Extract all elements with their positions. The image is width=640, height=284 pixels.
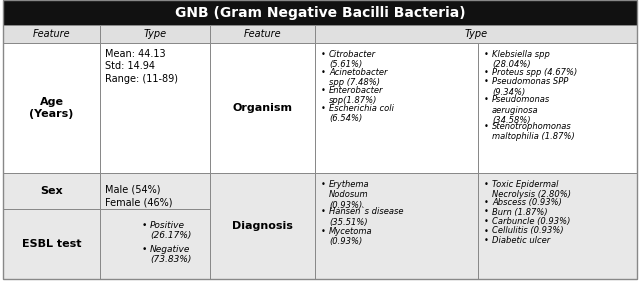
Text: ESBL test: ESBL test <box>22 239 81 249</box>
Text: •: • <box>321 104 326 113</box>
Text: •: • <box>142 245 147 254</box>
Text: •: • <box>321 180 326 189</box>
Text: •: • <box>484 122 489 131</box>
Text: Age
(Years): Age (Years) <box>29 97 74 119</box>
Text: •: • <box>484 217 489 226</box>
Bar <box>3 25 100 43</box>
Text: GNB (Gram Negative Bacilli Bacteria): GNB (Gram Negative Bacilli Bacteria) <box>175 5 465 20</box>
Text: Acinetobacter
spp (7.48%): Acinetobacter spp (7.48%) <box>329 68 387 87</box>
Text: Type: Type <box>465 29 488 39</box>
Bar <box>315 43 478 173</box>
Text: Feature: Feature <box>33 29 70 39</box>
Text: •: • <box>321 227 326 235</box>
Bar <box>3 0 637 25</box>
Bar <box>3 43 100 173</box>
Text: Feature: Feature <box>244 29 282 39</box>
Bar <box>100 25 210 43</box>
Bar <box>100 209 210 279</box>
Bar <box>3 173 100 209</box>
Text: •: • <box>484 95 489 105</box>
Text: Citrobacter
(5.61%): Citrobacter (5.61%) <box>329 50 376 69</box>
Bar <box>100 173 210 209</box>
Text: •: • <box>484 180 489 189</box>
Bar <box>315 173 478 279</box>
Text: •: • <box>142 221 147 230</box>
Text: •: • <box>484 236 489 245</box>
Bar <box>210 25 315 43</box>
Text: Stenotrophomonas
maltophilia (1.87%): Stenotrophomonas maltophilia (1.87%) <box>492 122 575 141</box>
Bar <box>3 209 100 279</box>
Text: •: • <box>484 198 489 207</box>
Text: •: • <box>321 68 326 77</box>
Text: Cellulitis (0.93%): Cellulitis (0.93%) <box>492 227 564 235</box>
Text: Proteus spp (4.67%): Proteus spp (4.67%) <box>492 68 577 77</box>
Text: Positive
(26.17%): Positive (26.17%) <box>150 221 191 240</box>
Text: •: • <box>484 50 489 59</box>
Text: Enterobacter
spp(1.87%): Enterobacter spp(1.87%) <box>329 86 383 105</box>
Text: Toxic Epidermal
Necrolysis (2.80%): Toxic Epidermal Necrolysis (2.80%) <box>492 180 571 199</box>
Text: •: • <box>484 208 489 216</box>
Text: Mean: 44.13
Std: 14.94
Range: (11-89): Mean: 44.13 Std: 14.94 Range: (11-89) <box>105 49 178 84</box>
Bar <box>315 25 637 43</box>
Text: Abscess (0.93%): Abscess (0.93%) <box>492 198 562 207</box>
Bar <box>478 43 637 173</box>
Text: Male (54%)
Female (46%): Male (54%) Female (46%) <box>105 185 173 207</box>
Text: Erythema
Nodosum
(0.93%): Erythema Nodosum (0.93%) <box>329 180 370 210</box>
Text: •: • <box>321 208 326 216</box>
Text: Pseudomonas SPP
(9.34%): Pseudomonas SPP (9.34%) <box>492 78 568 97</box>
Bar <box>478 173 637 279</box>
Text: Organism: Organism <box>232 103 292 113</box>
Text: Pseudomonas
aeruginosa
(34.58%): Pseudomonas aeruginosa (34.58%) <box>492 95 550 125</box>
Text: Diabetic ulcer: Diabetic ulcer <box>492 236 550 245</box>
Text: Carbuncle (0.93%): Carbuncle (0.93%) <box>492 217 570 226</box>
Bar <box>100 43 210 173</box>
Bar <box>210 43 315 173</box>
Bar <box>210 173 315 279</box>
Text: Klebsiella spp
(28.04%): Klebsiella spp (28.04%) <box>492 50 550 69</box>
Text: •: • <box>484 68 489 77</box>
Text: Hansen`s disease
(35.51%): Hansen`s disease (35.51%) <box>329 208 403 227</box>
Text: Burn (1.87%): Burn (1.87%) <box>492 208 548 216</box>
Text: •: • <box>484 78 489 87</box>
Text: Type: Type <box>143 29 166 39</box>
Text: Diagnosis: Diagnosis <box>232 221 293 231</box>
Text: Escherichia coli
(6.54%): Escherichia coli (6.54%) <box>329 104 394 124</box>
Text: •: • <box>321 50 326 59</box>
Text: Mycetoma
(0.93%): Mycetoma (0.93%) <box>329 227 372 246</box>
Text: Negative
(73.83%): Negative (73.83%) <box>150 245 191 264</box>
Text: •: • <box>484 227 489 235</box>
Text: •: • <box>321 86 326 95</box>
Text: Sex: Sex <box>40 186 63 196</box>
